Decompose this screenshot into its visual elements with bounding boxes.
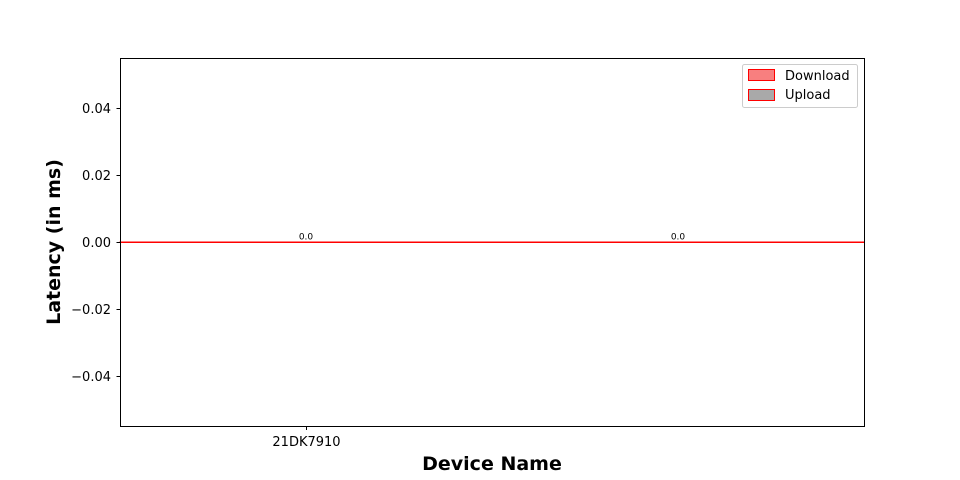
bar-value-label: 0.0 xyxy=(299,233,314,243)
y-axis: −0.04 −0.02 0.00 0.02 0.04 xyxy=(71,102,120,385)
x-tick-label: 21DK7910 xyxy=(272,435,340,450)
y-tick-label: −0.04 xyxy=(71,370,111,385)
y-axis-title: Latency (in ms) xyxy=(43,159,65,325)
y-tick-label: 0.04 xyxy=(82,102,111,117)
x-axis-title: Device Name xyxy=(422,453,562,475)
x-axis: 21DK7910 xyxy=(272,426,341,450)
y-tick-label: 0.02 xyxy=(82,169,111,184)
bars-layer xyxy=(119,241,865,243)
legend-label-download: Download xyxy=(785,69,850,84)
bar-value-label: 0.0 xyxy=(671,233,686,243)
y-tick-label: −0.02 xyxy=(71,303,111,318)
data-labels-layer: 0.0 0.0 xyxy=(299,233,686,243)
y-tick-label: 0.00 xyxy=(82,236,111,251)
plot-area-frame xyxy=(120,58,865,427)
legend-swatch-download xyxy=(748,69,775,81)
legend-label-upload: Upload xyxy=(785,88,831,103)
legend-swatch-upload xyxy=(748,89,775,101)
legend: Download Upload xyxy=(742,64,858,108)
